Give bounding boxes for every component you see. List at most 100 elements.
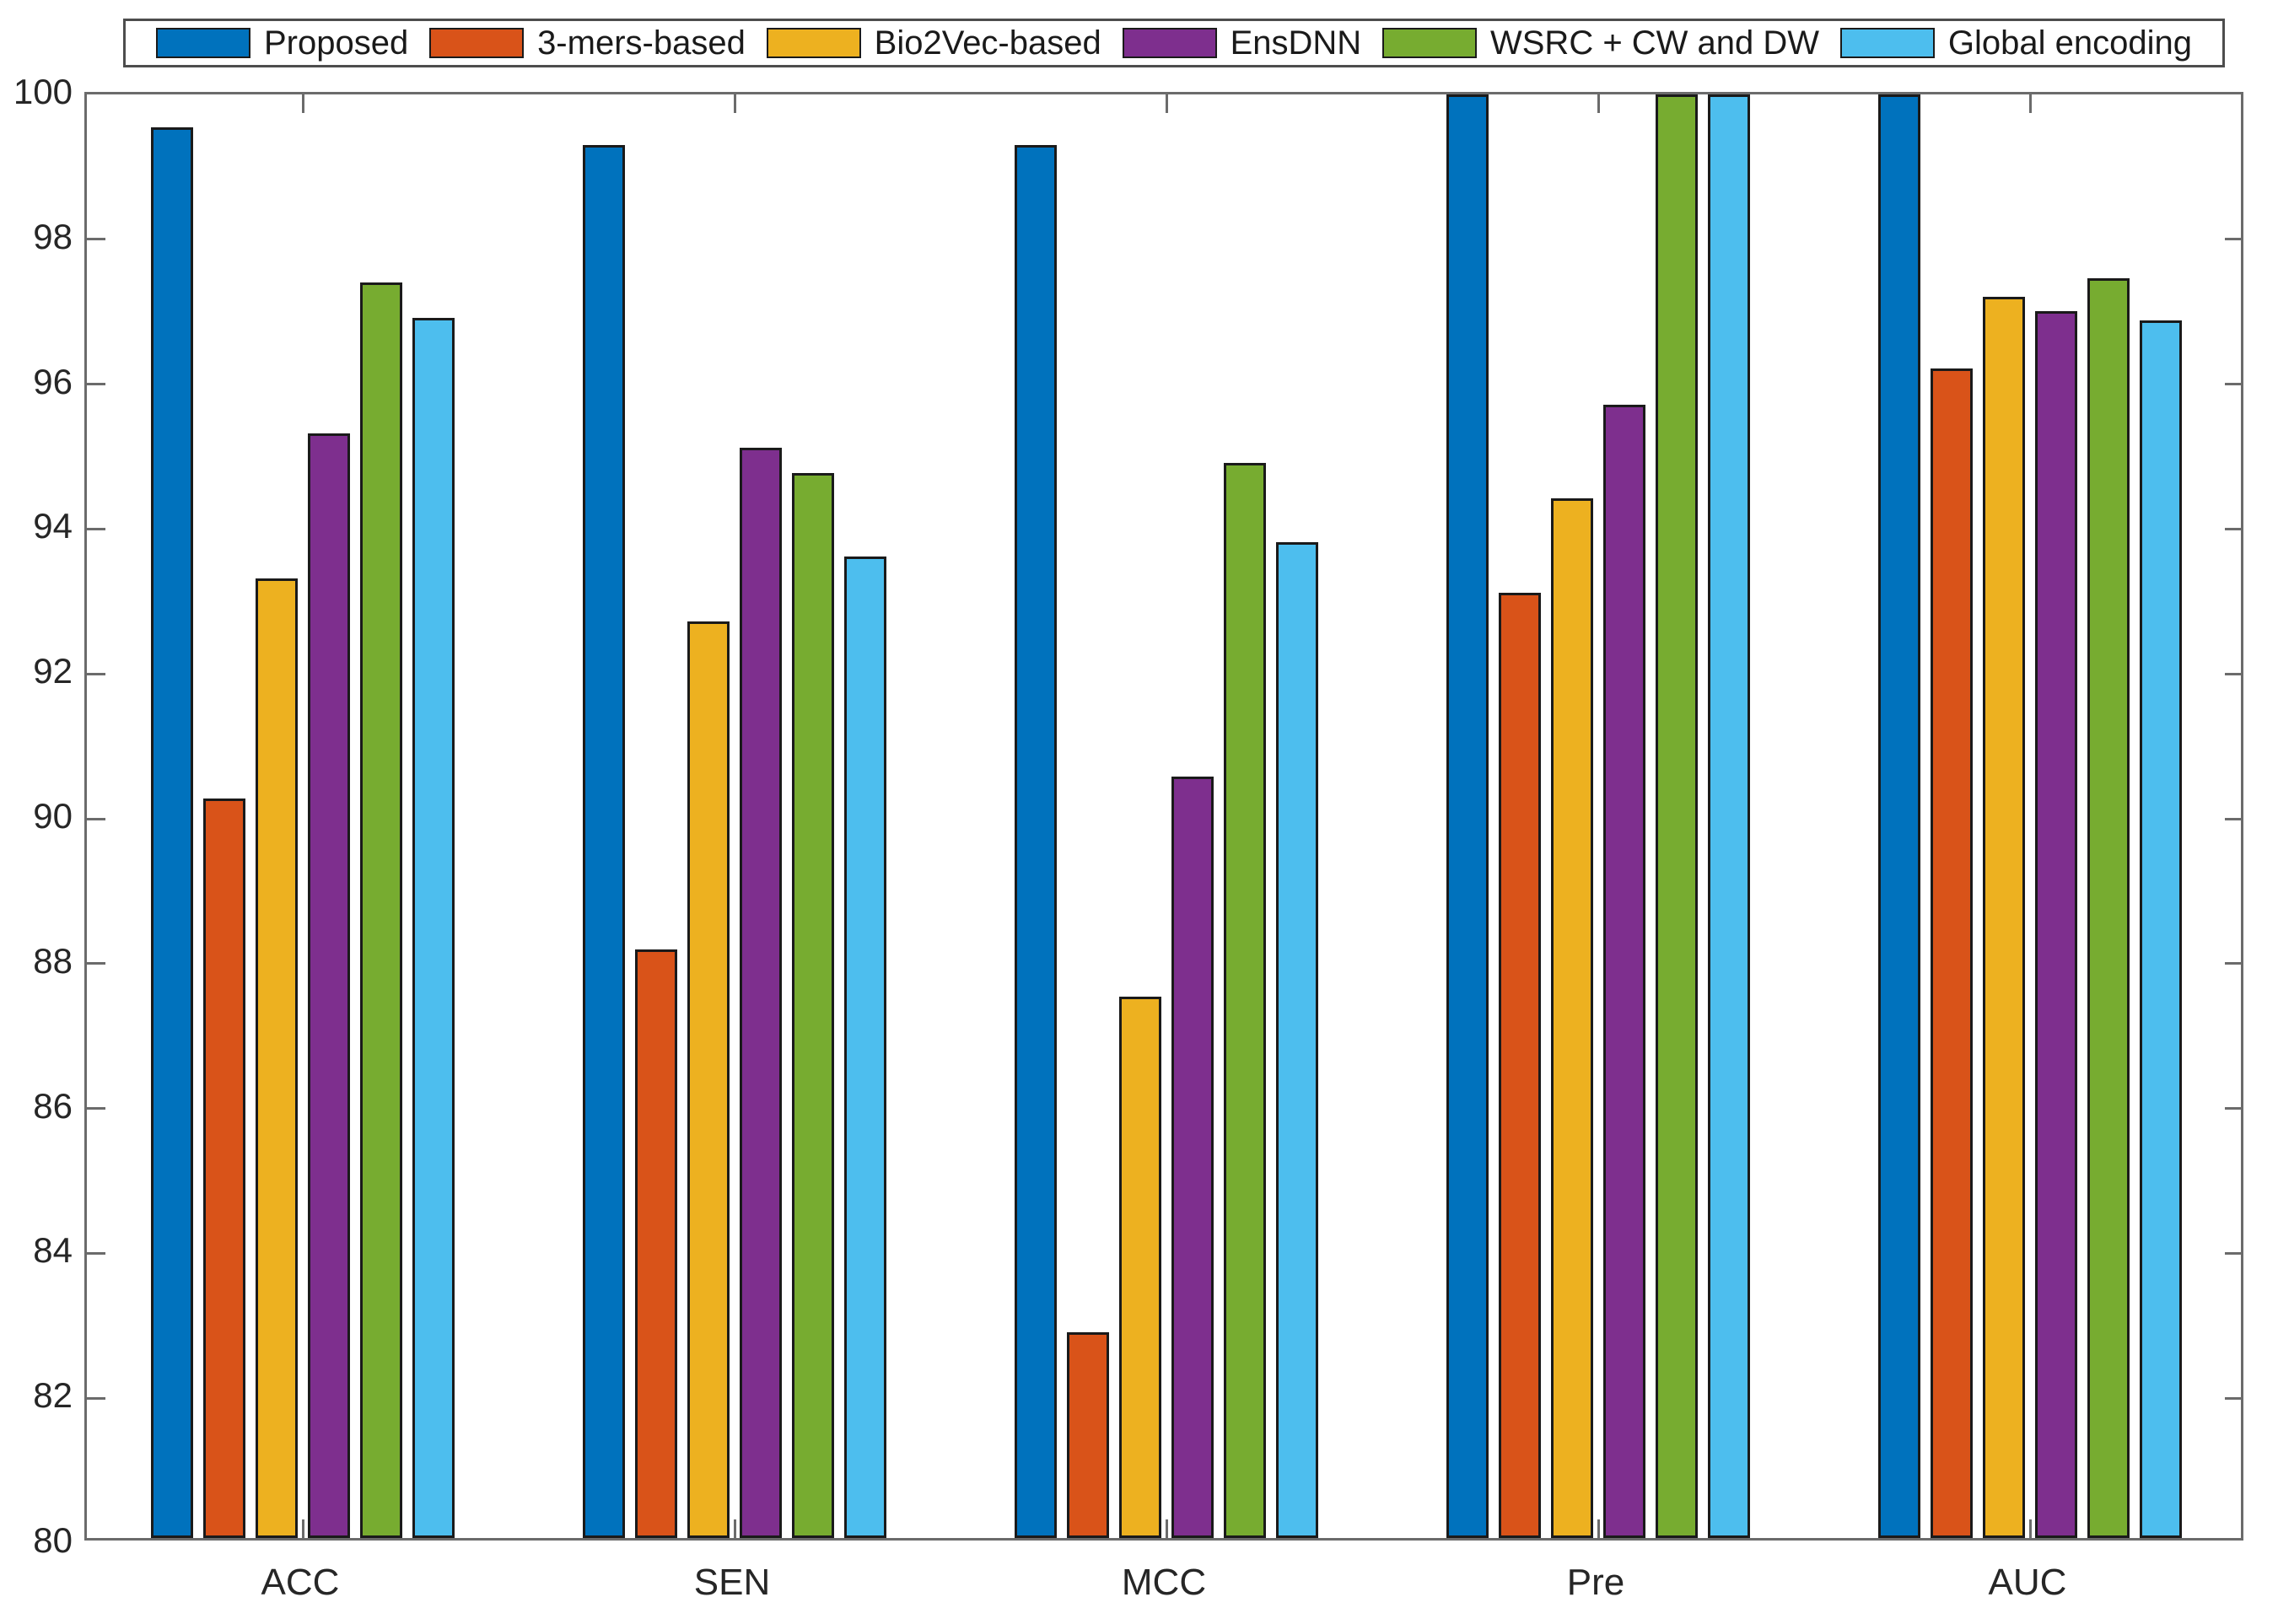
y-tick-mark-right-98	[2225, 238, 2243, 241]
x-tick-label-mcc: MCC	[1121, 1562, 1207, 1603]
plot-area	[84, 92, 2243, 1541]
legend-item-wsrc-cw-and-dw: WSRC + CW and DW	[1382, 24, 1819, 62]
y-tick-mark-left-98	[87, 238, 105, 241]
bar-wsrc-cw-and-dw-mcc	[1224, 462, 1266, 1538]
legend-swatch-ensdnn	[1122, 28, 1217, 58]
x-tick-label-acc: ACC	[261, 1562, 340, 1603]
bar-wsrc-cw-and-dw-pre	[1656, 94, 1698, 1538]
y-tick-label-86: 86	[33, 1085, 73, 1126]
legend-label: EnsDNN	[1230, 24, 1362, 62]
legend-swatch-3-mers-based	[429, 28, 525, 58]
y-tick-label-88: 88	[33, 940, 73, 981]
y-tick-mark-right-86	[2225, 1107, 2243, 1110]
bar-proposed-sen	[583, 144, 625, 1538]
bar-ensdnn-pre	[1603, 405, 1645, 1538]
bar-ensdnn-auc	[2035, 310, 2077, 1538]
bar-proposed-pre	[1446, 94, 1489, 1538]
bar-global-encoding-sen	[844, 556, 886, 1538]
bar-3-mers-based-acc	[203, 798, 245, 1538]
bar-group-sen	[519, 94, 951, 1538]
y-tick-mark-right-96	[2225, 383, 2243, 386]
y-tick-mark-left-96	[87, 383, 105, 386]
legend: Proposed 3-mers-based Bio2Vec-based EnsDNN W…	[123, 19, 2225, 67]
bar-bio2vec-based-acc	[256, 578, 298, 1538]
legend-item-3-mers-based: 3-mers-based	[429, 24, 746, 62]
bar-ensdnn-sen	[740, 448, 782, 1538]
x-tick-mark-top-acc	[301, 94, 304, 113]
bar-bio2vec-based-sen	[687, 621, 730, 1538]
y-tick-mark-left-94	[87, 527, 105, 530]
y-tick-label-100: 100	[13, 72, 73, 111]
y-tick-label-94: 94	[33, 506, 73, 546]
y-tick-mark-right-92	[2225, 672, 2243, 675]
y-tick-mark-left-84	[87, 1251, 105, 1255]
bar-global-encoding-auc	[2140, 320, 2182, 1538]
y-tick-mark-right-84	[2225, 1251, 2243, 1255]
bar-3-mers-based-mcc	[1067, 1332, 1109, 1538]
x-tick-mark-bottom-acc	[301, 1519, 304, 1538]
x-tick-label-pre: Pre	[1566, 1562, 1625, 1603]
bar-proposed-auc	[1878, 94, 1920, 1538]
y-tick-label-82: 82	[33, 1375, 73, 1416]
y-tick-mark-right-90	[2225, 817, 2243, 820]
y-tick-mark-left-90	[87, 817, 105, 820]
bar-group-pre	[1382, 94, 1814, 1538]
y-tick-mark-left-82	[87, 1396, 105, 1400]
y-tick-label-92: 92	[33, 651, 73, 691]
x-tick-mark-bottom-mcc	[1165, 1519, 1168, 1538]
bar-wsrc-cw-and-dw-auc	[2087, 278, 2130, 1538]
legend-swatch-bio2vec-based	[766, 28, 861, 58]
bar-global-encoding-acc	[412, 318, 455, 1538]
y-tick-label-80: 80	[33, 1520, 73, 1560]
legend-item-bio2vec-based: Bio2Vec-based	[766, 24, 1101, 62]
legend-swatch-global-encoding	[1839, 28, 1935, 58]
bar-group-auc	[1814, 94, 2246, 1538]
bar-global-encoding-mcc	[1276, 541, 1318, 1538]
legend-item-proposed: Proposed	[156, 24, 408, 62]
x-tick-mark-bottom-sen	[733, 1519, 736, 1538]
bar-ensdnn-mcc	[1171, 776, 1214, 1538]
bar-proposed-mcc	[1015, 144, 1057, 1538]
bar-bio2vec-based-mcc	[1119, 997, 1161, 1538]
x-tick-mark-top-mcc	[1165, 94, 1168, 113]
x-tick-mark-bottom-pre	[1597, 1519, 1600, 1538]
y-tick-mark-left-86	[87, 1107, 105, 1110]
bar-bio2vec-based-pre	[1551, 498, 1593, 1538]
y-tick-label-84: 84	[33, 1230, 73, 1271]
bar-3-mers-based-auc	[1931, 368, 1973, 1538]
bar-bio2vec-based-auc	[1983, 296, 2025, 1538]
y-tick-mark-left-92	[87, 672, 105, 675]
legend-label: WSRC + CW and DW	[1490, 24, 1820, 62]
bar-wsrc-cw-and-dw-sen	[792, 473, 834, 1538]
bar-proposed-acc	[151, 126, 193, 1538]
x-tick-mark-top-auc	[2028, 94, 2032, 113]
bar-group-mcc	[951, 94, 1382, 1538]
legend-swatch-wsrc-cw-and-dw	[1382, 28, 1477, 58]
y-tick-label-96: 96	[33, 361, 73, 401]
legend-item-global-encoding: Global encoding	[1839, 24, 2192, 62]
x-tick-mark-bottom-auc	[2028, 1519, 2032, 1538]
bar-global-encoding-pre	[1708, 94, 1750, 1538]
legend-label: 3-mers-based	[537, 24, 746, 62]
bar-group-acc	[87, 94, 519, 1538]
legend-label: Global encoding	[1947, 24, 2192, 62]
y-tick-mark-right-82	[2225, 1396, 2243, 1400]
y-tick-mark-left-88	[87, 962, 105, 965]
y-tick-mark-right-94	[2225, 527, 2243, 530]
x-tick-label-sen: SEN	[693, 1562, 771, 1603]
legend-label: Proposed	[264, 24, 409, 62]
y-tick-label-98: 98	[33, 216, 73, 256]
x-tick-mark-top-sen	[733, 94, 736, 113]
x-tick-mark-top-pre	[1597, 94, 1600, 113]
legend-swatch-proposed	[156, 28, 250, 58]
legend-item-ensdnn: EnsDNN	[1122, 24, 1362, 62]
legend-label: Bio2Vec-based	[874, 24, 1101, 62]
y-tick-label-90: 90	[33, 796, 73, 836]
bar-wsrc-cw-and-dw-acc	[360, 282, 402, 1538]
bar-3-mers-based-sen	[635, 949, 677, 1538]
bar-ensdnn-acc	[308, 433, 350, 1538]
x-tick-label-auc: AUC	[1988, 1562, 2067, 1603]
y-tick-mark-right-88	[2225, 962, 2243, 965]
bar-3-mers-based-pre	[1499, 592, 1541, 1538]
